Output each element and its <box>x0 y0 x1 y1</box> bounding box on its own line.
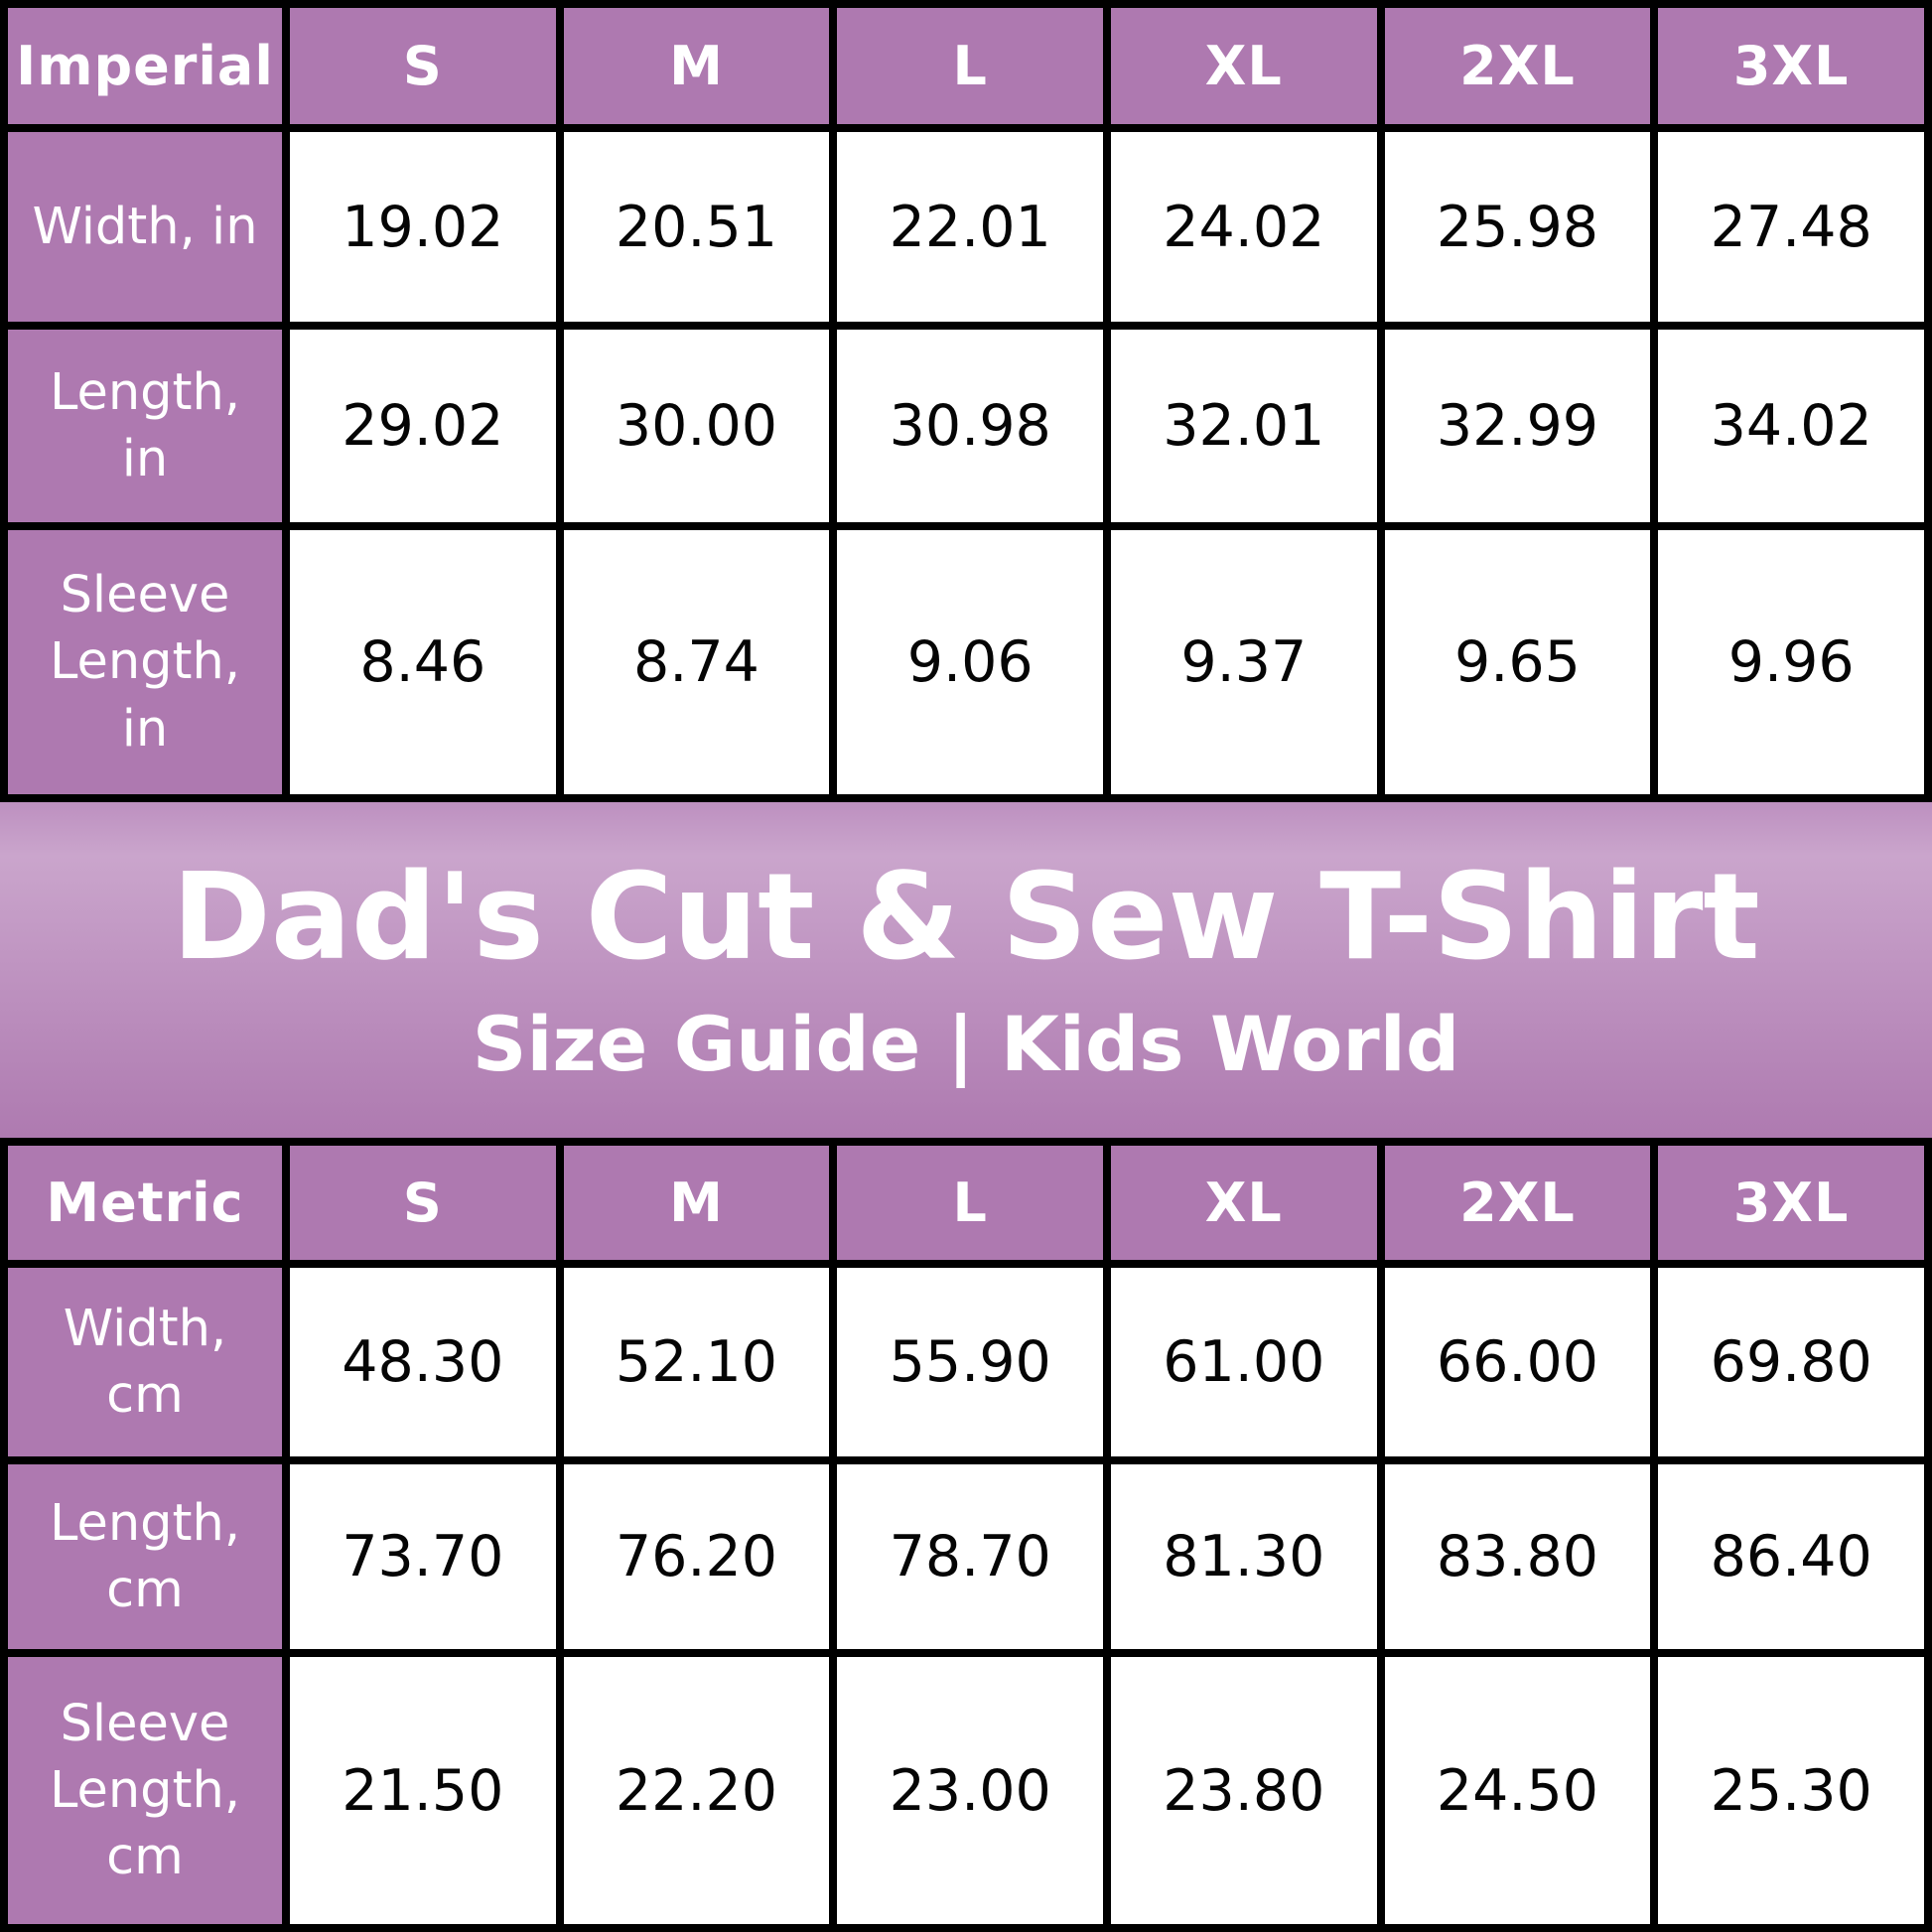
metric-col-header-2xl: 2XL <box>1384 1146 1651 1260</box>
value-cell: 22.20 <box>563 1657 830 1924</box>
value-cell: 21.50 <box>290 1657 556 1924</box>
banner-title: Dad's Cut & Sew T-Shirt <box>172 849 1760 988</box>
imperial-col-header-l: L <box>837 8 1103 124</box>
imperial-col-header-3xl: 3XL <box>1658 8 1924 124</box>
metric-row-label-length: Length, cm <box>8 1464 282 1649</box>
value-cell: 30.00 <box>563 330 830 522</box>
metric-col-header-3xl: 3XL <box>1658 1146 1924 1260</box>
imperial-col-header-m: M <box>563 8 830 124</box>
value-cell: 9.37 <box>1110 530 1377 794</box>
value-cell: 34.02 <box>1658 330 1924 522</box>
value-cell: 81.30 <box>1110 1464 1377 1649</box>
value-cell: 86.40 <box>1658 1464 1924 1649</box>
imperial-col-header-s: S <box>290 8 556 124</box>
metric-col-header-s: S <box>290 1146 556 1260</box>
value-cell: 9.65 <box>1384 530 1651 794</box>
value-cell: 23.80 <box>1110 1657 1377 1924</box>
value-cell: 25.98 <box>1384 132 1651 322</box>
imperial-col-header-xl: XL <box>1110 8 1377 124</box>
value-cell: 9.06 <box>837 530 1103 794</box>
metric-col-header-l: L <box>837 1146 1103 1260</box>
value-cell: 27.48 <box>1658 132 1924 322</box>
metric-col-header-m: M <box>563 1146 830 1260</box>
value-cell: 29.02 <box>290 330 556 522</box>
value-cell: 76.20 <box>563 1464 830 1649</box>
value-cell: 73.70 <box>290 1464 556 1649</box>
value-cell: 61.00 <box>1110 1268 1377 1456</box>
value-cell: 83.80 <box>1384 1464 1651 1649</box>
value-cell: 19.02 <box>290 132 556 322</box>
value-cell: 8.46 <box>290 530 556 794</box>
value-cell: 9.96 <box>1658 530 1924 794</box>
imperial-row-label-sleeve: Sleeve Length, in <box>8 530 282 794</box>
imperial-corner-header: Imperial <box>8 8 282 124</box>
value-cell: 25.30 <box>1658 1657 1924 1924</box>
value-cell: 52.10 <box>563 1268 830 1456</box>
value-cell: 32.99 <box>1384 330 1651 522</box>
value-cell: 20.51 <box>563 132 830 322</box>
value-cell: 24.02 <box>1110 132 1377 322</box>
metric-col-header-xl: XL <box>1110 1146 1377 1260</box>
value-cell: 30.98 <box>837 330 1103 522</box>
value-cell: 78.70 <box>837 1464 1103 1649</box>
metric-row-label-width: Width, cm <box>8 1268 282 1456</box>
value-cell: 22.01 <box>837 132 1103 322</box>
metric-row-label-sleeve: Sleeve Length, cm <box>8 1657 282 1924</box>
imperial-col-header-2xl: 2XL <box>1384 8 1651 124</box>
imperial-table: Imperial S M L XL 2XL 3XL Width, in 19.0… <box>0 0 1932 802</box>
value-cell: 48.30 <box>290 1268 556 1456</box>
value-cell: 23.00 <box>837 1657 1103 1924</box>
value-cell: 69.80 <box>1658 1268 1924 1456</box>
metric-table: Metric S M L XL 2XL 3XL Width, cm 48.30 … <box>0 1138 1932 1932</box>
imperial-row-label-width: Width, in <box>8 132 282 322</box>
value-cell: 55.90 <box>837 1268 1103 1456</box>
value-cell: 8.74 <box>563 530 830 794</box>
metric-corner-header: Metric <box>8 1146 282 1260</box>
value-cell: 32.01 <box>1110 330 1377 522</box>
banner-subtitle: Size Guide | Kids World <box>472 1000 1460 1089</box>
value-cell: 24.50 <box>1384 1657 1651 1924</box>
imperial-row-label-length: Length, in <box>8 330 282 522</box>
banner: Dad's Cut & Sew T-Shirt Size Guide | Kid… <box>0 802 1932 1138</box>
value-cell: 66.00 <box>1384 1268 1651 1456</box>
